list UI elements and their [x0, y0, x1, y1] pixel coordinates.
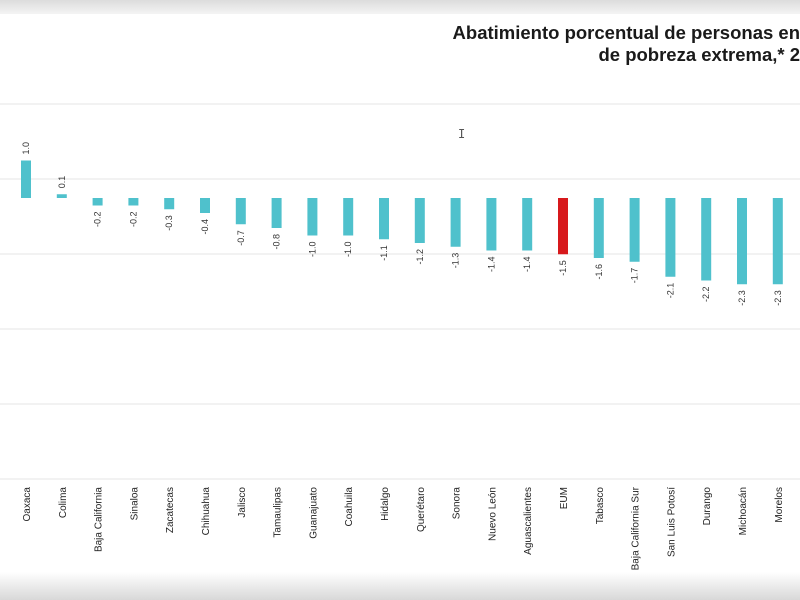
category-label: Colima — [58, 487, 69, 519]
value-label: -1.2 — [415, 249, 425, 265]
bar-jalisco — [235, 198, 246, 225]
category-label: Querétaro — [416, 487, 427, 532]
category-label: Chihuahua — [201, 487, 212, 536]
bar-coahuila — [343, 198, 354, 236]
chart-title-line-1: Abatimiento porcentual de personas en — [452, 22, 800, 43]
value-label: -0.2 — [93, 212, 103, 228]
bar-morelos — [772, 198, 783, 285]
value-label: -1.3 — [451, 253, 461, 269]
value-label: -1.6 — [594, 264, 604, 280]
value-label: -1.5 — [558, 260, 568, 276]
value-label: -1.4 — [486, 257, 496, 273]
value-label: -0.3 — [164, 215, 174, 231]
bottom-band — [0, 572, 800, 600]
category-label: Hidalgo — [380, 487, 391, 521]
value-label: -2.3 — [773, 290, 783, 306]
value-label: -1.7 — [630, 268, 640, 284]
category-label: Guanajuato — [308, 487, 319, 539]
bar-tabasco — [593, 198, 604, 258]
category-label: Zacatecas — [165, 487, 176, 533]
category-label: Baja California Sur — [631, 486, 642, 570]
bar-eum — [558, 198, 568, 255]
bar-durango — [701, 198, 712, 281]
bar-aguascalientes — [522, 198, 533, 251]
value-label: -2.3 — [737, 290, 747, 306]
value-label: -0.8 — [272, 234, 282, 250]
value-label: -1.0 — [307, 242, 317, 258]
bar-tamaulipas — [271, 198, 282, 228]
top-band — [0, 0, 800, 14]
bar-sonora — [450, 198, 461, 247]
value-label: -0.4 — [200, 219, 210, 235]
category-label: Sonora — [452, 487, 463, 520]
bar-nuevo-le-n — [486, 198, 497, 251]
category-label: Michoacán — [738, 487, 749, 535]
bar-guanajuato — [307, 198, 318, 236]
value-label: 0.1 — [57, 176, 67, 189]
value-label: -2.1 — [665, 283, 675, 299]
category-label: Oaxaca — [22, 487, 33, 522]
category-label: Sinaloa — [129, 487, 140, 521]
category-label: Jalisco — [237, 487, 248, 518]
bar-san-luis-potos- — [665, 198, 676, 277]
value-label: -1.1 — [379, 245, 389, 261]
value-label: -0.2 — [128, 212, 138, 228]
value-label: -0.7 — [236, 230, 246, 246]
bar-oaxaca — [21, 160, 31, 198]
bar-colima — [56, 194, 67, 198]
bar-hidalgo — [379, 198, 389, 240]
bar-michoac-n — [737, 198, 747, 285]
value-label: 1.0 — [21, 142, 31, 155]
text-cursor-icon: I — [458, 127, 466, 141]
bar-baja-california-sur — [629, 198, 640, 262]
category-label: Tabasco — [595, 487, 606, 525]
bar-zacatecas — [164, 198, 175, 210]
category-label: San Luis Potosí — [666, 487, 677, 557]
chart-title-line-2: de pobreza extrema,* 2 — [598, 44, 800, 65]
value-label: -2.2 — [701, 287, 711, 303]
bar-baja-california — [92, 198, 103, 206]
bar-chihuahua — [200, 198, 210, 213]
category-label: Durango — [702, 487, 713, 526]
category-label: Nuevo León — [487, 487, 498, 541]
category-label: EUM — [559, 487, 570, 509]
category-label: Aguascalientes — [523, 487, 534, 555]
chart-title: Abatimiento porcentual de personas en de… — [280, 22, 800, 66]
category-label: Coahuila — [344, 487, 355, 527]
category-label: Baja California — [94, 487, 105, 552]
bar-quer-taro — [414, 198, 425, 243]
category-label: Tamaulipas — [273, 487, 284, 538]
bar-sinaloa — [128, 198, 139, 206]
value-label: -1.0 — [343, 242, 353, 258]
category-label: Morelos — [774, 487, 785, 523]
value-label: -1.4 — [522, 257, 532, 273]
